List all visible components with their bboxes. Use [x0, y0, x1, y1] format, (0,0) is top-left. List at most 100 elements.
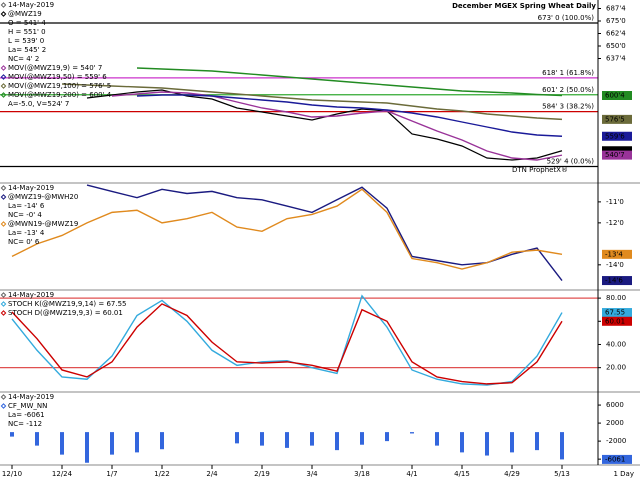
legend-info: La= 545' 2: [8, 46, 46, 54]
legend-entry: @MWN19-@MWZ19: [8, 220, 78, 228]
legend-date: 14-May-2019: [8, 184, 54, 192]
value-box: [602, 316, 632, 326]
legend-entry: MOV(@MWZ19,9) = 540' 7: [8, 64, 102, 72]
legend-symbol: [0, 403, 7, 409]
panel: [10, 432, 564, 463]
bar: [110, 432, 114, 455]
panel: [0, 294, 598, 386]
bar: [560, 432, 564, 460]
level-label: 584' 3 (38.2%): [542, 103, 594, 111]
y-tick-label: -2000: [606, 437, 626, 445]
legend-symbol: [0, 83, 7, 89]
y-tick-label: 80.00: [606, 294, 626, 302]
series-line: [11, 294, 563, 386]
bar: [335, 432, 339, 451]
series-line: [111, 91, 563, 161]
y-tick-label: 687'4: [606, 5, 626, 13]
chart-title: December MGEX Spring Wheat Daily: [452, 2, 596, 10]
bar: [35, 432, 39, 446]
bar: [410, 432, 414, 434]
bar: [535, 432, 539, 451]
legend-symbol: [0, 221, 7, 227]
y-tick-label: 40.00: [606, 340, 626, 348]
value-box-label: 67.55: [605, 309, 625, 317]
bar: [435, 432, 439, 446]
bar: [60, 432, 64, 455]
bar: [510, 432, 514, 453]
level-label: 601' 2 (50.0%): [542, 86, 594, 94]
legend-entry: STOCH K(@MWZ19,9,14) = 67.55: [8, 300, 127, 308]
bar: [235, 432, 239, 444]
legend-info: NC= 4' 2: [8, 55, 39, 63]
level-label: 673' 0 (100.0%): [538, 14, 595, 22]
legend-info: La= -13' 4: [8, 229, 45, 237]
bar: [485, 432, 489, 456]
legend-symbol: [0, 310, 7, 316]
bar: [85, 432, 89, 463]
y-tick-label: 675'0: [606, 17, 626, 25]
value-box-label: 576'5: [605, 115, 625, 123]
legend-entry: MOV(@MWZ19,100) = 576' 5: [8, 82, 111, 90]
y-tick-label: -14'0: [606, 261, 624, 269]
value-box: [602, 150, 632, 160]
panel: [0, 22, 598, 168]
x-tick-label: 1/22: [154, 470, 170, 478]
panel: [11, 184, 563, 281]
legend-entry: CF_MW_NN: [8, 402, 47, 410]
y-tick-label: 20.00: [606, 364, 626, 372]
y-tick-label: -12'0: [606, 219, 624, 227]
legend-symbol: [0, 74, 7, 80]
legend-date: 14-May-2019: [8, 393, 54, 401]
y-tick-label: 6000: [606, 401, 624, 409]
legend-entry: @MWZ19: [8, 10, 42, 18]
value-box-label: -13'4: [605, 250, 623, 258]
level-label: 618' 1 (61.8%): [542, 69, 594, 77]
bar: [10, 432, 14, 437]
legend-info: H = 551' 0: [8, 28, 46, 36]
x-tick-label: 12/10: [2, 470, 22, 478]
bar: [160, 432, 164, 450]
x-tick-label: 4/29: [504, 470, 520, 478]
value-box: [602, 91, 632, 100]
legend-symbol: [0, 394, 7, 400]
value-box: [602, 114, 632, 124]
x-unit: 1 Day: [613, 470, 634, 478]
value-box-label: 600'4: [605, 92, 625, 100]
legend-date: 14-May-2019: [8, 1, 54, 9]
x-tick-label: 2/19: [254, 470, 270, 478]
bar: [385, 432, 389, 442]
value-box-label: -6061: [605, 455, 625, 463]
y-tick-label: 637'4: [606, 55, 626, 63]
bar: [285, 432, 289, 448]
legend-note: A=-5.0, V=524' 7: [8, 100, 69, 108]
legend-symbol: [0, 185, 7, 191]
value-box: [602, 249, 632, 259]
legend-entry: @MWZ19-@MWH20: [8, 193, 78, 201]
value-box-label: -14'6: [605, 277, 623, 285]
legend-symbol: [0, 65, 7, 71]
legend-symbol: [0, 194, 7, 200]
value-box-label: 540'7: [605, 151, 625, 159]
legend-symbol: [0, 92, 7, 98]
legend-symbol: [0, 2, 7, 8]
series-line: [136, 94, 563, 137]
x-tick-label: 4/15: [454, 470, 470, 478]
series-line: [11, 303, 563, 385]
x-tick-label: 12/24: [52, 470, 73, 478]
legend-info: NC= -112: [8, 420, 42, 428]
y-tick-label: 2000: [606, 419, 624, 427]
x-tick-label: 2/4: [206, 470, 218, 478]
bar: [260, 432, 264, 446]
y-tick-label: 650'0: [606, 42, 626, 50]
value-box: [602, 131, 632, 141]
y-tick-label: 662'4: [606, 30, 626, 38]
legend-info: L = 539' 0: [8, 37, 44, 45]
legend-info: NC= 0' 6: [8, 238, 40, 246]
value-box: [602, 454, 632, 464]
x-tick-label: 1/7: [106, 470, 117, 478]
series-line: [11, 188, 563, 270]
x-tick-label: 5/13: [554, 470, 570, 478]
level-label: 529' 4 (0.0%): [547, 158, 595, 166]
watermark: DTN ProphetX®: [512, 166, 568, 174]
